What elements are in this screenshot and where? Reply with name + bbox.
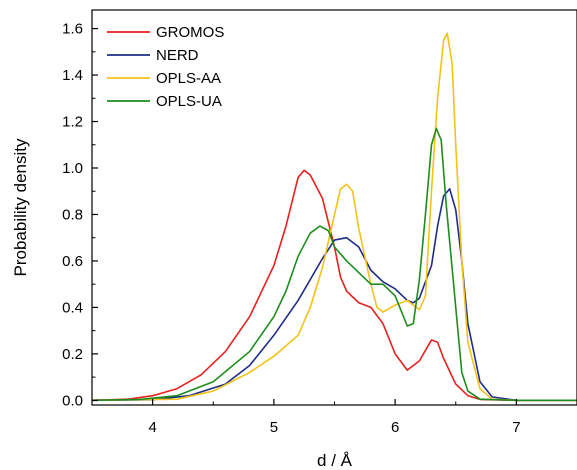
y-tick-label: 0.2 [62, 346, 83, 363]
y-tick-label: 0.6 [62, 253, 83, 270]
y-tick-label: 0.4 [62, 299, 83, 316]
ticks-layer: 4 5 6 7 0.0 0.2 0.4 0.6 0.8 1.0 1.2 1.4 1.6 [62, 21, 577, 436]
y-tick-label: 1.0 [62, 160, 83, 177]
series-line-nerd [92, 188, 577, 402]
series-line-opls-ua [92, 127, 577, 402]
legend-label-nerd: NERD [156, 47, 199, 64]
y-tick-label: 1.6 [62, 21, 83, 38]
legend-label-opls-ua: OPLS-UA [156, 93, 222, 110]
y-tick-label: 1.4 [62, 67, 83, 84]
y-axis-label: Probability density [11, 138, 30, 276]
x-tick-label: 5 [270, 419, 278, 436]
legend-label-opls-aa: OPLS-AA [156, 70, 221, 87]
y-tick-label: 0.0 [62, 392, 83, 409]
series-line-gromos [92, 169, 577, 402]
series-line-opls-aa [92, 32, 577, 402]
x-axis-label: d / Å [317, 451, 353, 470]
y-tick-label: 0.8 [62, 206, 83, 223]
legend: GROMOS NERD OPLS-AA OPLS-UA [107, 24, 224, 110]
x-tick-label: 7 [512, 419, 520, 436]
x-tick-label: 4 [148, 419, 156, 436]
series-layer [92, 32, 577, 402]
legend-label-gromos: GROMOS [156, 24, 224, 41]
y-tick-label: 1.2 [62, 114, 83, 131]
x-tick-label: 6 [391, 419, 399, 436]
